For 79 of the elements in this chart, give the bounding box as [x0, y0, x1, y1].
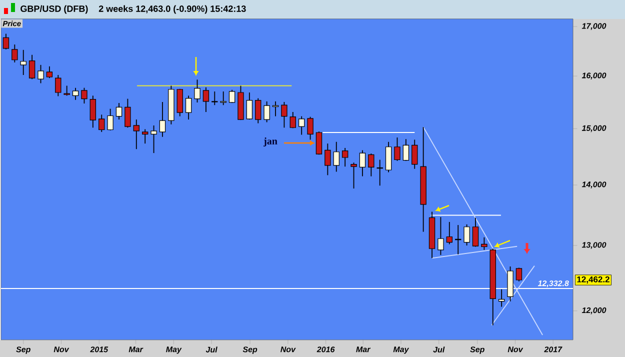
- y-tick-label: 12,000: [582, 307, 606, 314]
- candlestick: [359, 150, 366, 177]
- candlestick: [516, 267, 522, 282]
- candlestick: [38, 64, 44, 84]
- candlestick: [481, 236, 488, 250]
- candlestick: [342, 147, 348, 167]
- annotation: jan: [264, 137, 278, 146]
- candlestick: [281, 101, 288, 128]
- candlestick: [116, 102, 122, 120]
- candlestick: [176, 88, 183, 117]
- x-tick-label: May: [393, 346, 410, 354]
- candlestick: [202, 86, 210, 112]
- candlestick: [438, 216, 444, 256]
- x-tick-label: 2017: [544, 346, 562, 352]
- text: 12,462.2: [577, 276, 610, 284]
- x-tick-label: Sep: [242, 346, 258, 354]
- candlestick: [12, 44, 18, 63]
- x-tick-label: Nov: [54, 346, 70, 352]
- candlestick: [316, 130, 322, 156]
- candlestick: [72, 87, 79, 100]
- candlestick: [142, 128, 148, 144]
- y-tick-label: 14,000: [582, 181, 606, 188]
- candlestick: [159, 101, 166, 138]
- candlestick: [28, 54, 36, 80]
- y-tick-label: 16,000: [582, 72, 606, 80]
- candlestick: [185, 95, 192, 120]
- candlestick: [394, 136, 400, 162]
- y-tick-label: 17,000: [582, 23, 606, 30]
- candlestick: [272, 100, 279, 117]
- candlestick: [255, 98, 262, 124]
- candlestick: [228, 89, 236, 104]
- x-tick-label: Sep: [16, 346, 30, 354]
- candlestick: [246, 92, 253, 120]
- candlestick: [98, 114, 105, 132]
- x-tick-label: Mar: [356, 346, 371, 352]
- candlestick: [464, 224, 470, 246]
- candlestick: [212, 90, 218, 106]
- x-tick-label: Nov: [508, 346, 524, 352]
- x-tick-label: Sep: [470, 346, 484, 354]
- candlestick: [55, 74, 62, 96]
- x-tick-label: 2016: [316, 346, 335, 352]
- candlestick: [385, 141, 392, 173]
- y-tick-label: 15,000: [582, 125, 606, 132]
- candlestick: [220, 90, 226, 106]
- candlestick: [20, 49, 26, 76]
- candlestick: [333, 141, 340, 172]
- chart-title: GBP/USD (DFB): [20, 5, 88, 14]
- candlestick: [368, 152, 374, 177]
- x-tick-label: Jul: [206, 346, 218, 352]
- candlestick: [402, 138, 410, 162]
- candlestick: [107, 108, 114, 131]
- candlestick: [90, 95, 96, 128]
- x-tick-label: Nov: [280, 346, 296, 352]
- candlestick: [412, 139, 418, 170]
- x-tick-label: 2015: [90, 346, 108, 352]
- candlestick: [133, 118, 140, 150]
- candlestick: [298, 116, 305, 136]
- candlestick: [124, 98, 131, 128]
- candlestick: [290, 111, 296, 129]
- candlestick: [307, 116, 314, 140]
- y-tick-label: 13,000: [582, 242, 606, 249]
- candlestick: [446, 221, 453, 245]
- candlestick: [472, 217, 479, 248]
- chart-subtitle: 2 weeks 12,463.0 (-0.90%) 15:42:13: [98, 5, 246, 14]
- x-tick-label: Jul: [433, 346, 445, 352]
- x-tick-label: May: [166, 346, 182, 354]
- candlestick: [46, 66, 53, 78]
- ref-line-label: 12,332.8: [538, 280, 569, 288]
- candlestick: [81, 87, 88, 104]
- candlestick: [324, 142, 331, 176]
- candlestick: [150, 124, 157, 154]
- candlestick: [498, 288, 505, 308]
- candlestick: [194, 79, 200, 103]
- candlestick: [264, 100, 270, 123]
- x-tick-label: Mar: [128, 346, 144, 352]
- candlestick: [350, 162, 357, 189]
- candlestick: [2, 33, 10, 50]
- candlestick: [64, 85, 70, 96]
- candlestick: [376, 159, 383, 186]
